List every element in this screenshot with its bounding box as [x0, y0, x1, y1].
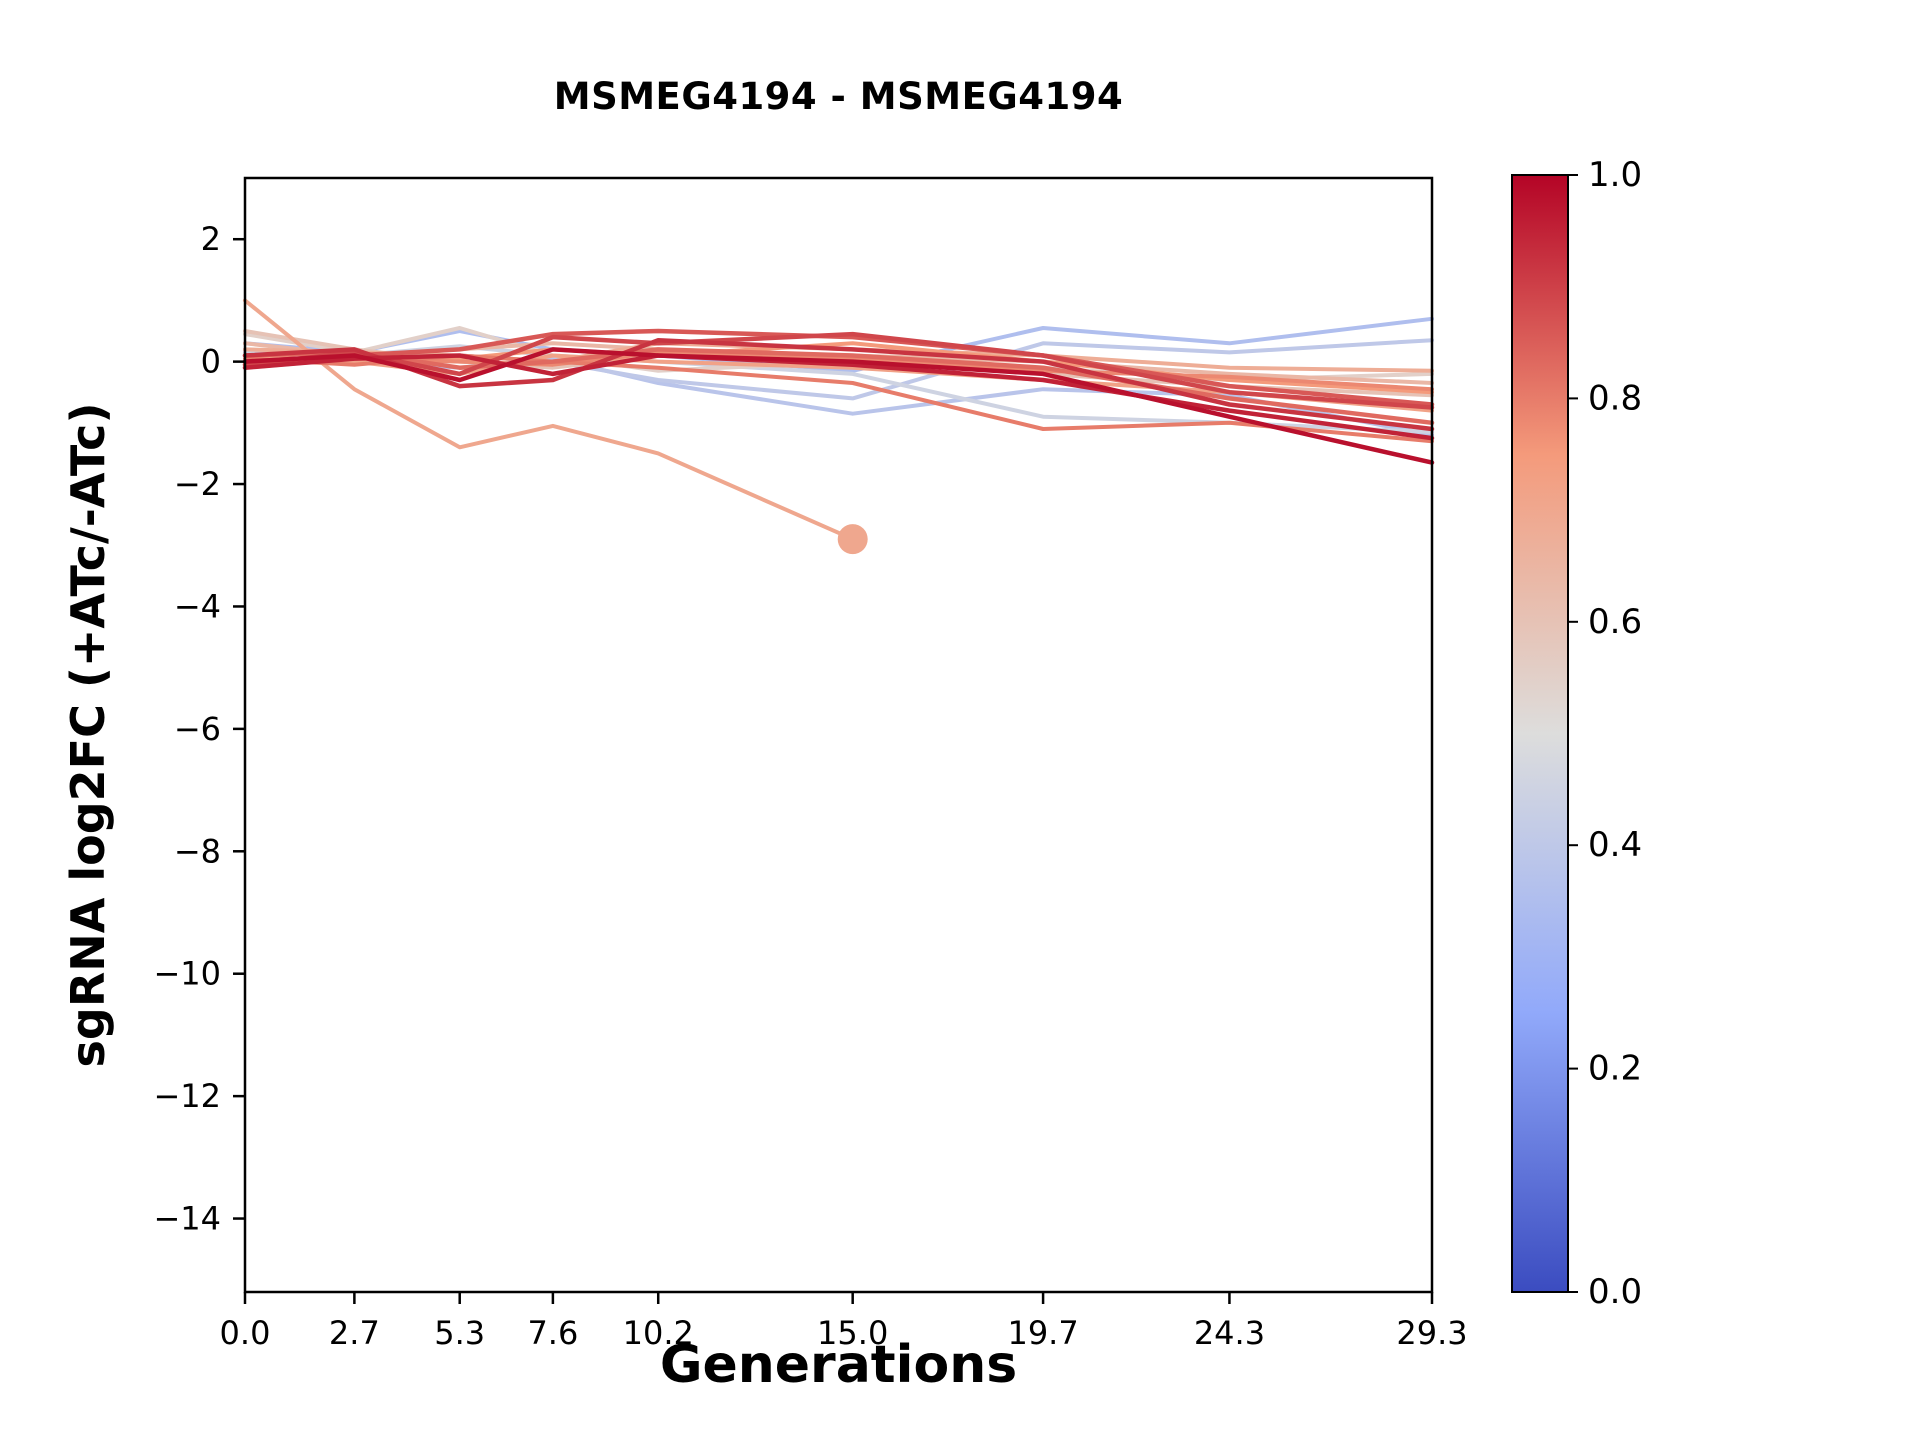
x-axis-label: Generations: [659, 1335, 1018, 1395]
y-axis: 2 0 −2 −4 −6 −8 −10 −12 −14: [153, 220, 245, 1238]
colorbar-gradient: [1511, 174, 1569, 1293]
plot-frame: [243, 176, 1434, 1294]
y-axis-label: sgRNA log2FC (+ATc/-ATc): [61, 402, 115, 1068]
series-line: [242, 347, 1435, 465]
y-tick-label: 2: [201, 220, 221, 258]
y-tick-label: −6: [174, 710, 221, 748]
colorbar-tick-label: 0.8: [1588, 378, 1642, 418]
x-tick-label: 10.2: [623, 1314, 694, 1352]
series-line: [242, 328, 1435, 407]
y-tick-label: −4: [174, 587, 221, 625]
y-tick-label: −10: [153, 955, 221, 993]
colorbar-tick-label: 0.2: [1588, 1049, 1642, 1089]
y-tick-label: 0: [201, 343, 221, 381]
x-axis: 0.0 2.7 5.3 7.6 10.2 15.0 19.7 24.3 29.3: [220, 1292, 1468, 1352]
chart-title: MSMEG4194 - MSMEG4194: [553, 75, 1124, 118]
y-tick-label: −14: [153, 1200, 221, 1238]
x-tick-label: 15.0: [817, 1314, 888, 1352]
colorbar-tick-label: 1.0: [1588, 155, 1642, 195]
x-tick-label: 5.3: [434, 1314, 485, 1352]
series-lines: [242, 298, 1435, 555]
series-line: [243, 298, 855, 542]
y-tick-label: −12: [153, 1077, 221, 1115]
y-tick-label: −8: [174, 832, 221, 870]
x-tick-label: 2.7: [329, 1314, 380, 1352]
colorbar-tick-label: 0.6: [1588, 602, 1642, 642]
x-tick-label: 24.3: [1194, 1314, 1265, 1352]
colorbar-tick-label: 0.0: [1588, 1272, 1642, 1312]
colorbar: 0.0 0.2 0.4 0.6 0.8 1.0: [1511, 155, 1642, 1312]
colorbar-tick-label: 0.4: [1588, 825, 1642, 865]
x-tick-label: 29.3: [1396, 1314, 1467, 1352]
x-tick-label: 7.6: [527, 1314, 578, 1352]
y-tick-label: −2: [174, 465, 221, 503]
series-end-marker: [837, 524, 868, 555]
x-tick-label: 19.7: [1007, 1314, 1078, 1352]
x-tick-label: 0.0: [220, 1314, 271, 1352]
